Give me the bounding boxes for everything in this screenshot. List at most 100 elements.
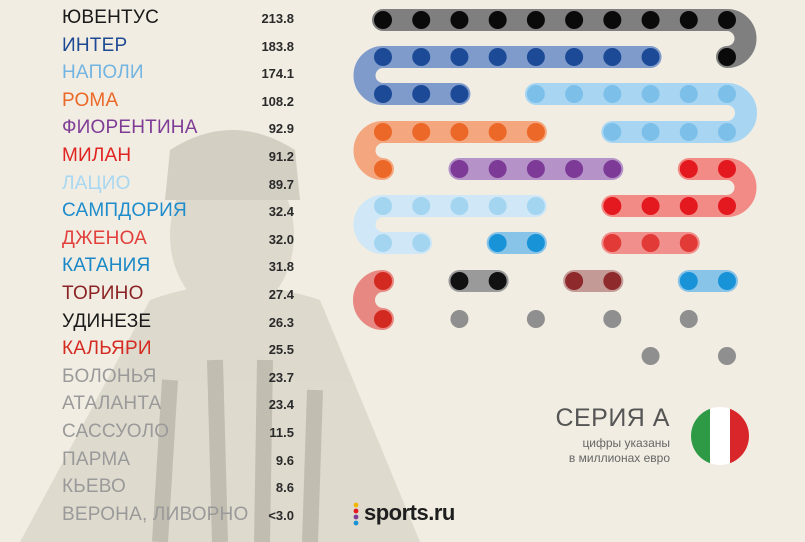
club-value: 108.2: [261, 93, 294, 109]
club-dot: [718, 197, 736, 215]
club-dot: [718, 48, 736, 66]
club-dot: [450, 310, 469, 328]
club-dot: [412, 197, 431, 215]
club-dot: [488, 11, 507, 29]
club-row: НАПОЛИ 174.1: [0, 59, 300, 86]
club-value: 26.3: [268, 314, 294, 330]
club-dot: [679, 85, 698, 103]
club-row: АТАЛАНТА 23.4: [0, 390, 300, 417]
club-row: КЬЕВО 8.6: [0, 473, 300, 500]
club-dot: [718, 11, 736, 29]
club-list: ЮВЕНТУС 213.8 ИНТЕР 183.8 НАПОЛИ 174.1 РОМА 108…: [0, 0, 300, 542]
club-row: МИЛАН 91.2: [0, 142, 300, 169]
club-name: САМПДОРИЯ: [62, 200, 187, 222]
club-name: САССУОЛО: [62, 421, 170, 442]
club-name: МИЛАН: [62, 145, 132, 166]
logo-dot: [353, 514, 359, 520]
brand-name: sports.ru: [364, 500, 455, 525]
club-dot: [718, 123, 736, 141]
club-value: 31.8: [268, 259, 294, 275]
club-name: КЬЕВО: [62, 476, 127, 498]
club-dot: [565, 11, 584, 29]
club-dot: [526, 123, 545, 141]
club-value: 23.4: [268, 397, 294, 413]
club-dot: [565, 160, 584, 178]
logo-dots-icon: [353, 502, 359, 526]
club-dot: [450, 197, 469, 215]
club-dot: [679, 234, 698, 252]
club-dot: [412, 123, 431, 141]
club-dot: [412, 85, 431, 103]
club-name: РОМА: [62, 89, 119, 111]
club-value: 213.8: [261, 11, 294, 26]
club-name: ВЕРОНА, ЛИВОРНО: [62, 503, 249, 525]
club-name: ЛАЦИО: [62, 172, 131, 194]
club-row: ЛАЦИО 89.7: [0, 170, 300, 197]
club-dot: [488, 48, 507, 66]
club-dot: [565, 272, 584, 290]
club-dot: [488, 272, 507, 290]
club-name: АТАЛАНТА: [62, 393, 162, 415]
club-row: ИНТЕР 183.8: [0, 32, 300, 59]
club-dot: [641, 85, 660, 103]
club-row: САМПДОРИЯ 32.4: [0, 197, 300, 224]
club-name: ТОРИНО: [62, 283, 144, 304]
club-dot: [374, 11, 392, 29]
series-title: СЕРИЯ А: [555, 404, 670, 432]
club-dot: [603, 160, 622, 178]
club-row: КАТАНИЯ 31.8: [0, 252, 300, 279]
club-value: 8.6: [275, 480, 294, 496]
club-dot: [603, 234, 622, 252]
club-dot: [374, 310, 392, 328]
club-value: 91.2: [268, 149, 294, 164]
club-row: КАЛЬЯРИ 25.5: [0, 335, 300, 362]
club-dot: [641, 234, 660, 252]
club-dot: [450, 123, 469, 141]
club-name: ИНТЕР: [62, 34, 128, 56]
club-dot: [450, 160, 469, 178]
logo-dot: [353, 502, 359, 508]
club-name: КАТАНИЯ: [62, 255, 151, 277]
club-dot: [679, 123, 698, 141]
club-dot: [641, 11, 660, 29]
snake-dot-chart: [353, 8, 757, 365]
club-snake-bar: [372, 8, 757, 68]
note-line-2: в миллионах евро: [568, 451, 670, 465]
club-dot: [374, 197, 392, 215]
club-row: САССУОЛО 11.5: [0, 418, 300, 445]
club-value: 9.6: [275, 452, 294, 468]
club-dot: [374, 48, 392, 66]
club-dot: [526, 85, 545, 103]
club-value: 174.1: [261, 66, 294, 82]
club-dot: [526, 310, 545, 328]
club-row: ФИОРЕНТИНА 92.9: [0, 114, 300, 141]
club-dot: [718, 160, 736, 178]
club-dot: [718, 347, 736, 365]
club-value: 11.5: [269, 425, 294, 440]
club-dot: [603, 272, 622, 290]
club-name: ПАРМА: [62, 448, 131, 470]
club-dot: [374, 85, 392, 103]
club-name: ЮВЕНТУС: [62, 7, 160, 28]
club-value: 89.7: [268, 176, 294, 192]
club-dot: [374, 160, 392, 178]
club-row: ДЖЕНОА 32.0: [0, 225, 300, 252]
club-row: УДИНЕЗЕ 26.3: [0, 308, 300, 335]
club-dot: [718, 272, 736, 290]
club-dot: [526, 48, 545, 66]
club-dot: [565, 48, 584, 66]
club-value: 183.8: [261, 38, 294, 54]
club-row: БОЛОНЬЯ 23.7: [0, 363, 300, 390]
club-value: 32.4: [268, 204, 294, 220]
club-dot: [641, 347, 660, 365]
club-dot: [412, 48, 431, 66]
club-dot: [641, 48, 660, 66]
club-row: ПАРМА 9.6: [0, 446, 300, 473]
club-dot: [374, 272, 392, 290]
club-dot: [488, 160, 507, 178]
club-dot: [565, 85, 584, 103]
club-dot: [603, 48, 622, 66]
club-row: РОМА 108.2: [0, 87, 300, 114]
